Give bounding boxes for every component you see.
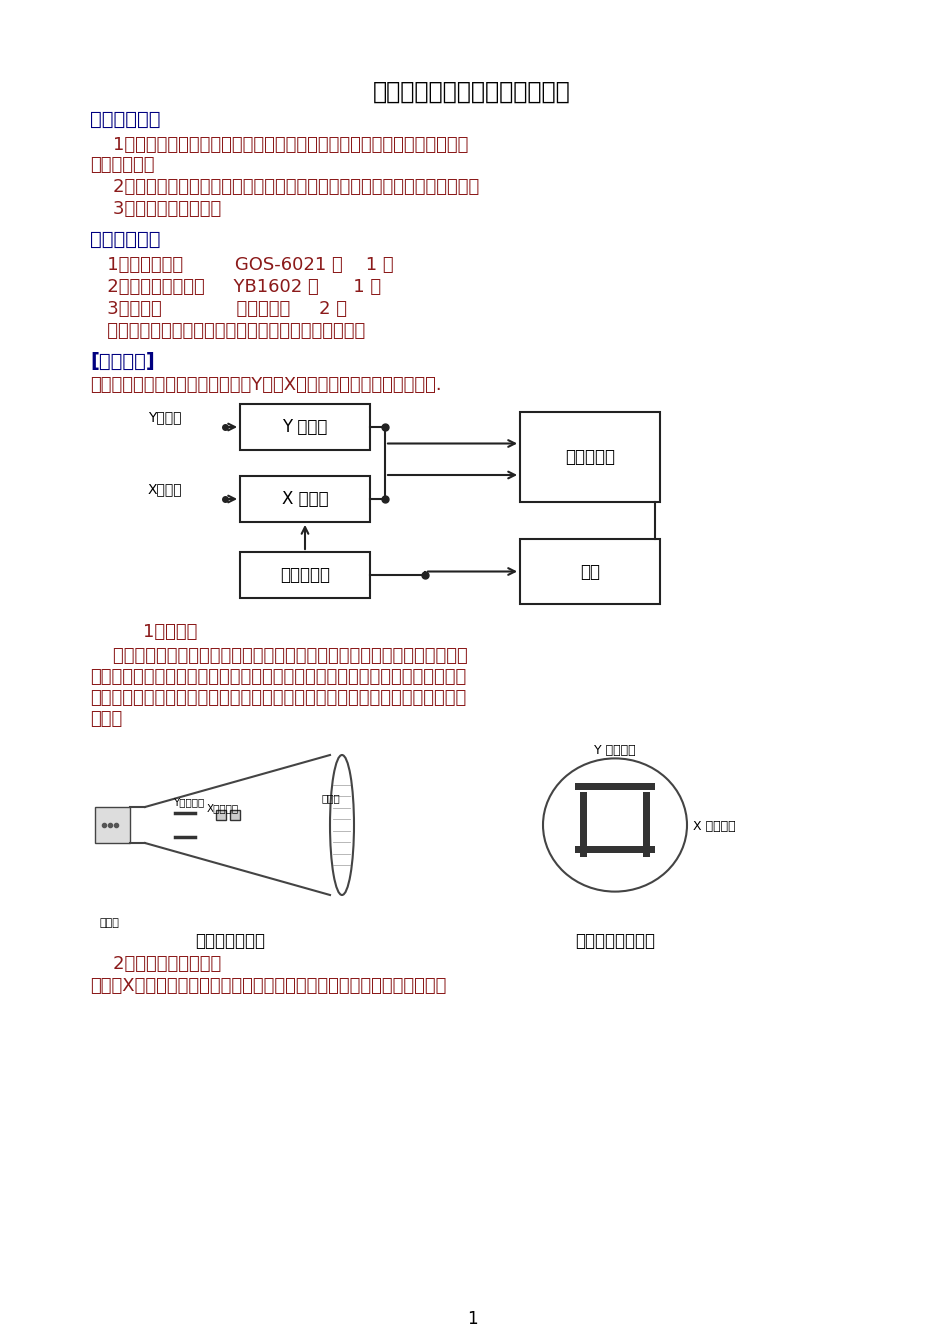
Text: 1、双踪示波器         GOS-6021 型    1 台: 1、双踪示波器 GOS-6021 型 1 台	[90, 255, 394, 274]
Text: 荧光屏: 荧光屏	[322, 793, 341, 804]
Text: 电源: 电源	[580, 563, 599, 580]
Bar	[580, 792, 586, 857]
Text: X 轴放大: X 轴放大	[281, 489, 328, 508]
Text: 扫描和整步: 扫描和整步	[279, 566, 329, 584]
Text: [实验原理]: [实验原理]	[90, 352, 155, 370]
Text: 以高速打在右端的荧光屏上，屏上的荧光物发光形成一亮点。亮点在偏转板电压: 以高速打在右端的荧光屏上，屏上的荧光物发光形成一亮点。亮点在偏转板电压	[90, 668, 465, 686]
Text: 电子枪: 电子枪	[100, 919, 120, 928]
Text: 【实验目的】: 【实验目的】	[90, 110, 160, 128]
Bar	[229, 810, 240, 820]
Text: 联系和配合；: 联系和配合；	[90, 156, 154, 174]
Text: 1、示波管: 1、示波管	[120, 623, 197, 640]
Text: 电子示波管: 电子示波管	[565, 448, 615, 467]
Bar	[574, 783, 654, 790]
Bar	[216, 810, 226, 820]
Bar	[574, 846, 654, 853]
Text: Y 轴偏转板: Y 轴偏转板	[594, 743, 635, 757]
Text: 示波器由示波管、扫描同步系统、Y轴和X轴放大系统和电源四部分组成.: 示波器由示波管、扫描同步系统、Y轴和X轴放大系统和电源四部分组成.	[90, 376, 441, 394]
Bar	[240, 404, 370, 451]
Text: 的作用下，位置也随之改变。在一定范围内，亮点的位移与偏转板上所加电压成: 的作用下，位置也随之改变。在一定范围内，亮点的位移与偏转板上所加电压成	[90, 689, 465, 707]
Text: 正比。: 正比。	[90, 710, 122, 729]
Text: 2、函数信号发生器     YB1602 型      1 台: 2、函数信号发生器 YB1602 型 1 台	[90, 278, 380, 295]
Text: 《示波器的使用》实验示范报告: 《示波器的使用》实验示范报告	[373, 80, 570, 104]
Text: X轴偏转板: X轴偏转板	[207, 804, 239, 813]
Text: Y 轴放大: Y 轴放大	[282, 418, 328, 436]
Text: 【实验付器】: 【实验付器】	[90, 230, 160, 249]
Text: 2．熟悉使用示波器的基本方法，学会用示波器测量波形的电压幅度和频率；: 2．熟悉使用示波器的基本方法，学会用示波器测量波形的电压幅度和频率；	[90, 178, 479, 197]
Text: 示波管结构简图: 示波管结构简图	[194, 932, 264, 951]
Text: 3、连接线             示波器专用     2 根: 3、连接线 示波器专用 2 根	[90, 299, 346, 318]
Text: 1．了解示波器显示波形的原理，了解示波器各主要组成部分及它们之间的: 1．了解示波器显示波形的原理，了解示波器各主要组成部分及它们之间的	[90, 136, 468, 154]
Bar	[519, 412, 659, 501]
Text: 1: 1	[466, 1310, 477, 1328]
Bar	[642, 792, 649, 857]
Text: 如图所示，左端为一电子枪，电子枪加热后发出一束电子，电子经电场加速: 如图所示，左端为一电子枪，电子枪加热后发出一束电子，电子经电场加速	[90, 647, 467, 664]
Bar	[240, 552, 370, 598]
Text: X 轴偏转板: X 轴偏转板	[692, 820, 734, 833]
Text: 2、扫描与同步的作用: 2、扫描与同步的作用	[90, 955, 221, 973]
Bar	[519, 539, 659, 604]
Text: 3．观察李萨如图形。: 3．观察李萨如图形。	[90, 201, 221, 218]
Text: Y轴输入: Y轴输入	[148, 410, 181, 424]
Text: 如果在X轴偏转板加上波形为锯齿形的电压，在荧光屏上看到的是一条水平: 如果在X轴偏转板加上波形为锯齿形的电压，在荧光屏上看到的是一条水平	[90, 977, 446, 995]
Text: Y轴偏转板: Y轴偏转板	[173, 797, 204, 808]
Bar	[95, 808, 130, 844]
Bar	[240, 476, 370, 521]
Text: X轴输入: X轴输入	[148, 483, 182, 496]
Text: 示波管内的偏转板: 示波管内的偏转板	[574, 932, 654, 951]
Text: 示波器和信号发生器的使用说明请熟读常用付器部分。: 示波器和信号发生器的使用说明请熟读常用付器部分。	[90, 322, 365, 340]
